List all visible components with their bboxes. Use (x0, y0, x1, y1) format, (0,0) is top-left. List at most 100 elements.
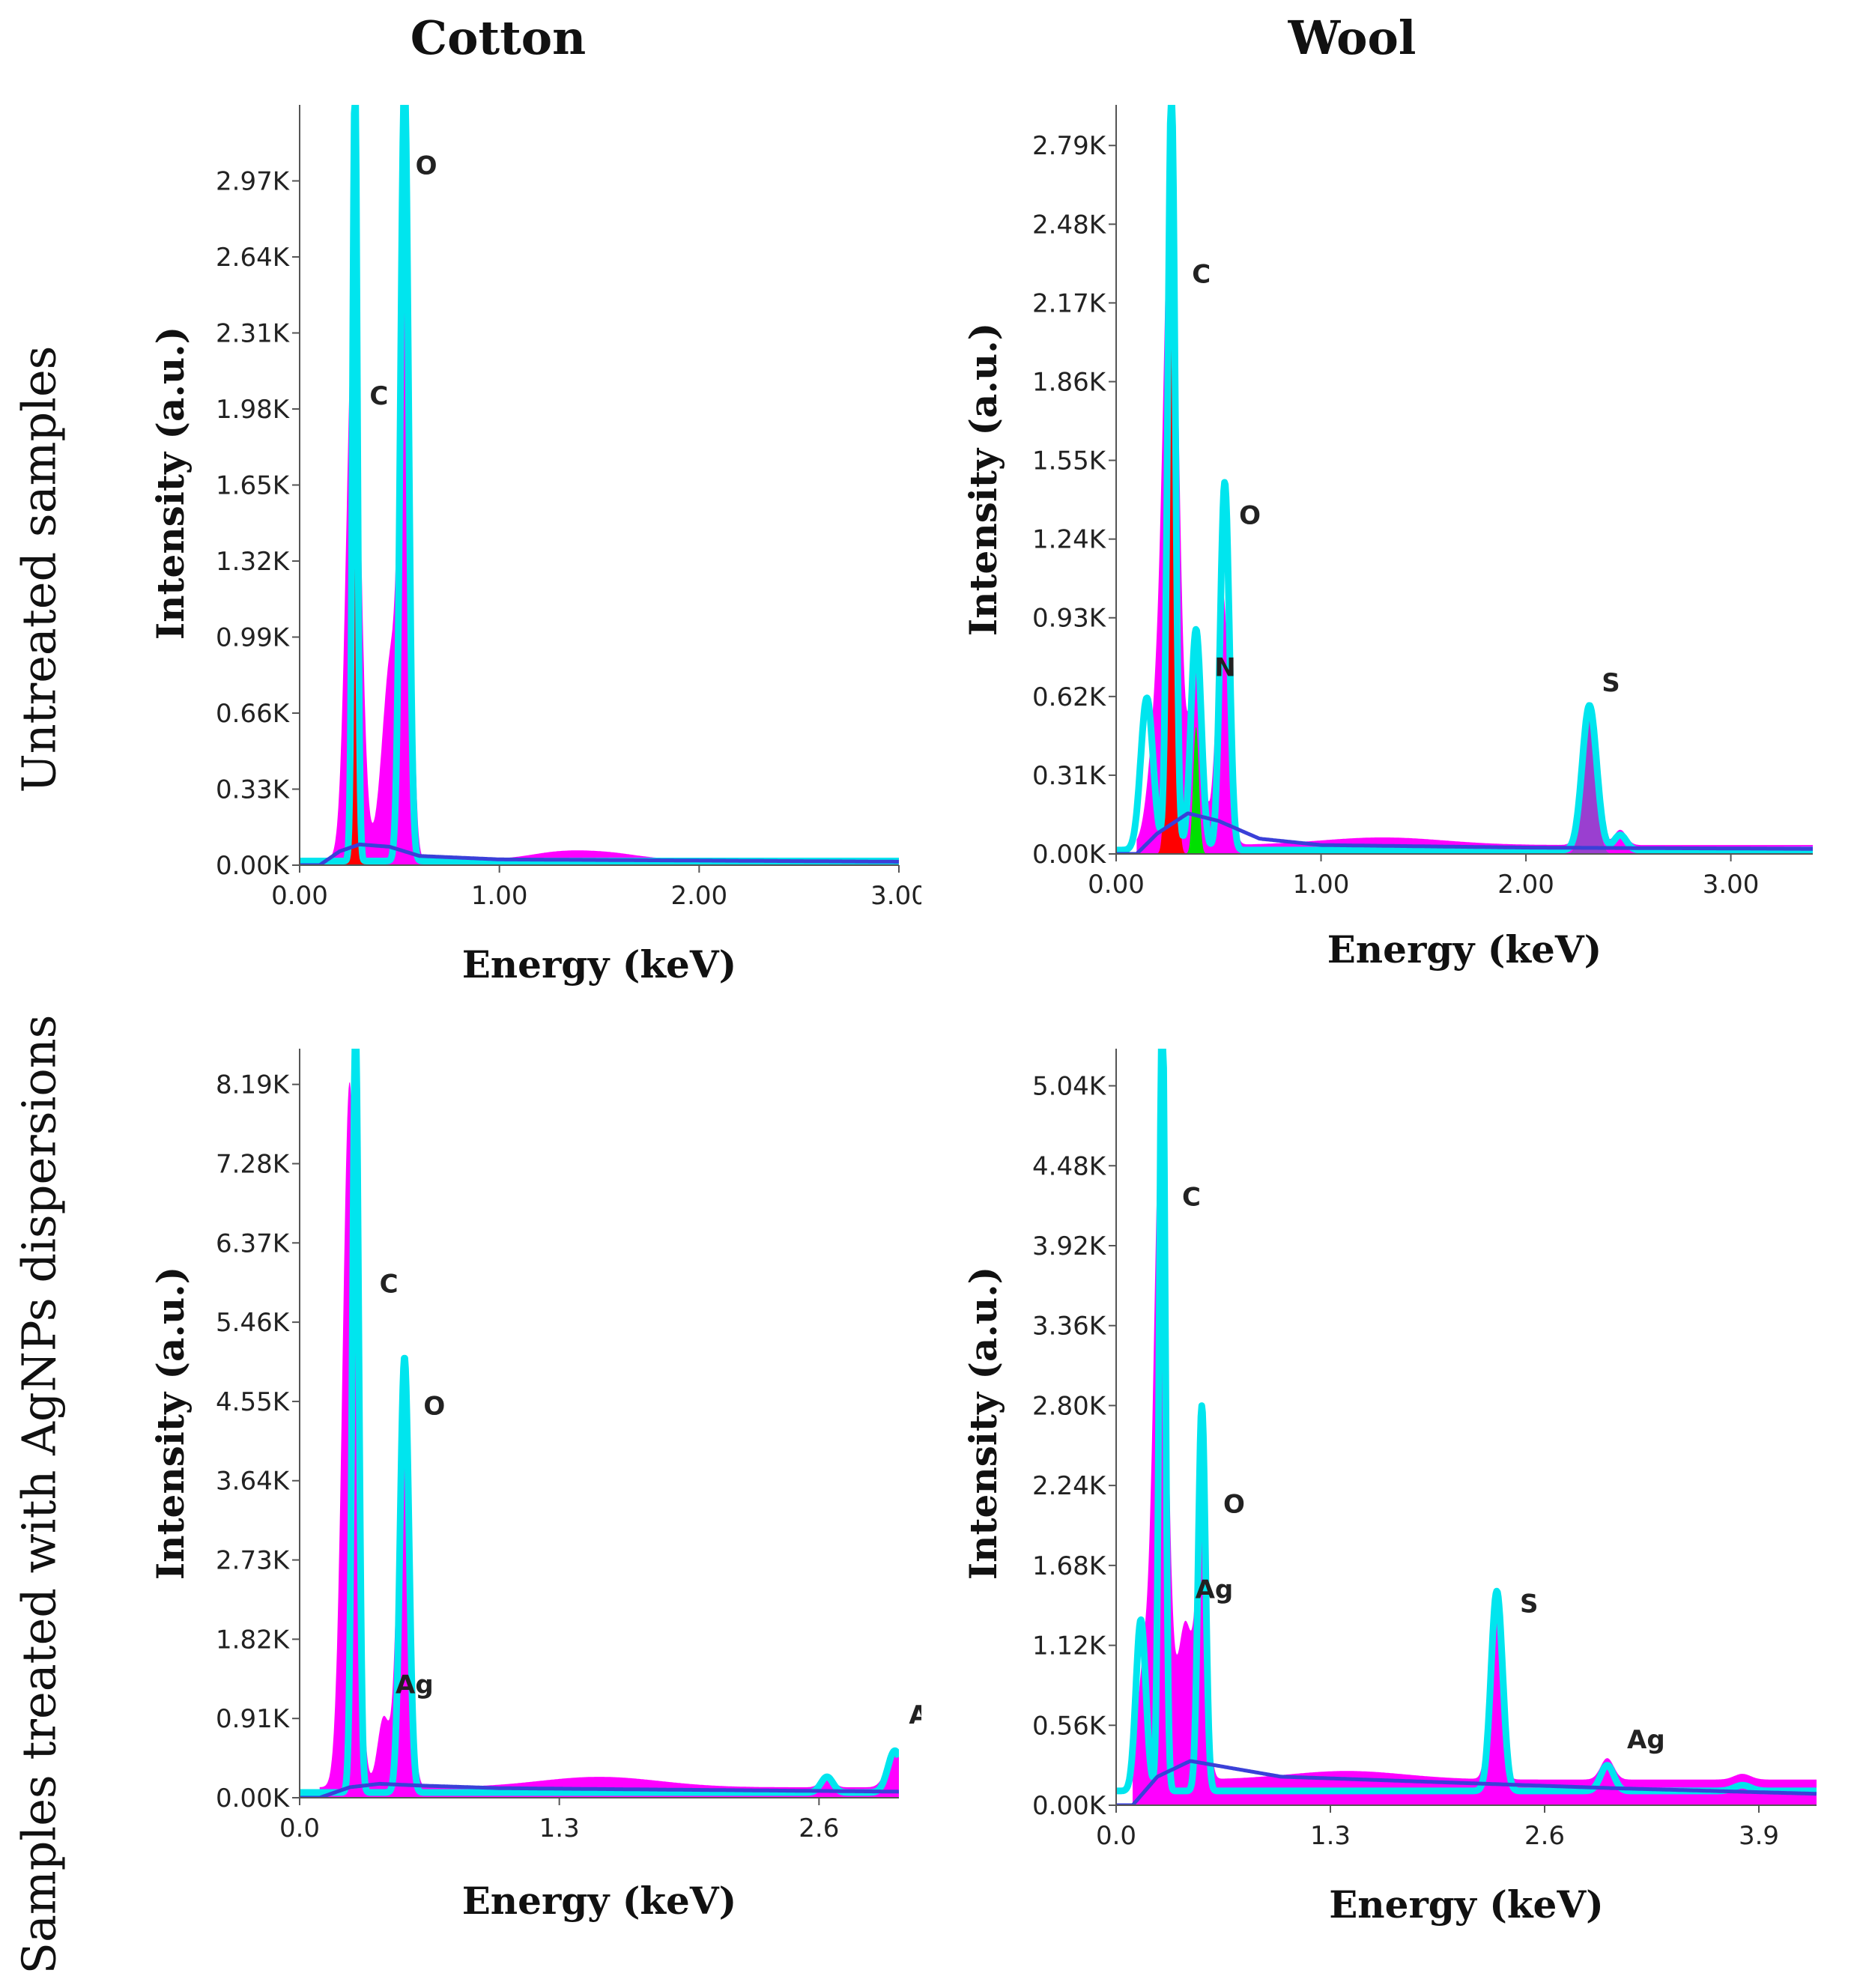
peak-label: Ag (1196, 1575, 1234, 1605)
y-tick-label: 0.00K (1032, 840, 1107, 870)
y-tick-label: 5.46K (216, 1308, 291, 1338)
y-tick-label: 0.31K (1032, 761, 1107, 791)
y-tick-label: 0.91K (216, 1704, 291, 1734)
x-tick-label: 0.00 (1088, 870, 1145, 900)
chart-wool-untreated: 0.00K 0.31K 0.62K 0.93K 1.24K 1.55K 1.86K 2.17K… (961, 105, 1813, 972)
y-tick-label: 4.48K (1032, 1151, 1107, 1181)
peak-label: N (1214, 653, 1235, 683)
series-fit (300, 1049, 899, 1796)
peak-label: C (380, 1270, 399, 1300)
series-spectrum (1136, 130, 1813, 854)
peak-label: O (423, 1391, 445, 1421)
row-title-treated: Samples treated with AgNPs dispersions (11, 1014, 67, 1975)
y-tick-label: 2.64K (216, 243, 291, 273)
series-element-C (336, 335, 373, 865)
y-tick-label: 1.55K (1032, 446, 1107, 476)
x-tick-label: 0.0 (1096, 1821, 1136, 1851)
x-tick-label: 3.9 (1739, 1821, 1779, 1851)
chart-cotton-untreated: 0.00K 0.33K 0.66K 0.99K 1.32K 1.65K 1.98K 2.31K… (148, 105, 921, 987)
x-axis-label: Energy (keV) (1327, 927, 1602, 972)
y-tick-label: 1.65K (216, 471, 291, 501)
series-element-N (1181, 727, 1211, 854)
y-tick-label: 2.97K (216, 167, 291, 197)
y-tick-label: 2.79K (1032, 131, 1107, 161)
y-axis-label: Intensity (a.u.) (148, 327, 193, 640)
x-axis-label: Energy (keV) (462, 942, 737, 987)
peak-label: Ag (909, 1700, 921, 1730)
peak-label: C (369, 381, 388, 411)
series-fit (1116, 1049, 1817, 1795)
x-tick-label: 3.00 (1703, 870, 1760, 900)
series-fit (1116, 105, 1813, 854)
x-tick-label: 3.00 (870, 881, 921, 911)
peak-label: C (1192, 259, 1211, 289)
y-tick-label: 8.19K (216, 1070, 291, 1100)
x-tick-label: 1.3 (539, 1813, 580, 1843)
plot-area (300, 105, 899, 865)
plot-area (1116, 105, 1813, 854)
x-tick-label: 2.6 (799, 1813, 839, 1843)
peak-label: O (416, 151, 437, 181)
peak-label: S (1602, 668, 1620, 698)
x-axis-label: Energy (keV) (462, 1879, 737, 1923)
series-element-C (1153, 168, 1190, 854)
y-tick-label: 2.73K (216, 1546, 291, 1576)
x-tick-label: 1.3 (1310, 1821, 1351, 1851)
y-tick-label: 4.55K (216, 1387, 291, 1417)
peak-label: S (1520, 1590, 1539, 1619)
y-axis-label: Intensity (a.u.) (148, 1267, 193, 1581)
chart-wool-treated: 0.00K 0.56K 1.12K 1.68K 2.24K 2.80K 3.36K 3.92K… (961, 1049, 1817, 1927)
y-tick-label: 1.98K (216, 395, 291, 425)
y-tick-label: 3.64K (216, 1467, 291, 1497)
column-title-wool: Wool (1288, 10, 1417, 65)
x-tick-label: 2.6 (1524, 1821, 1565, 1851)
y-tick-label: 2.24K (1032, 1471, 1107, 1501)
y-tick-label: 2.80K (1032, 1391, 1107, 1421)
plot-area (300, 1049, 899, 1798)
x-tick-label: 0.0 (279, 1813, 320, 1843)
series-background (300, 1781, 899, 1798)
y-tick-label: 0.62K (1032, 682, 1107, 712)
row-title-untreated: Untreated samples (11, 345, 67, 793)
y-tick-label: 6.37K (216, 1228, 291, 1258)
series-spectrum (1133, 1102, 1817, 1805)
peak-label: Ag (396, 1670, 434, 1700)
peak-label: Ag (1627, 1725, 1665, 1755)
y-tick-label: 1.68K (1032, 1551, 1107, 1581)
y-tick-label: 7.28K (216, 1149, 291, 1179)
x-tick-label: 0.00 (271, 881, 328, 911)
y-tick-label: 0.00K (1032, 1791, 1107, 1821)
x-tick-label: 2.00 (1497, 870, 1554, 900)
y-tick-label: 1.12K (1032, 1631, 1107, 1661)
y-tick-label: 0.93K (1032, 604, 1107, 634)
plot-area (1116, 1049, 1817, 1805)
y-tick-label: 0.00K (216, 1784, 291, 1813)
y-tick-label: 3.92K (1032, 1231, 1107, 1261)
y-tick-label: 1.86K (1032, 367, 1107, 397)
y-axis-label: Intensity (a.u.) (961, 1267, 1005, 1581)
y-tick-label: 1.24K (1032, 525, 1107, 555)
series-element-S (1558, 714, 1620, 854)
peak-label: O (1239, 500, 1261, 530)
y-tick-label: 0.66K (216, 699, 291, 729)
peak-label: C (1182, 1183, 1201, 1213)
series-background (300, 842, 899, 865)
y-tick-label: 0.99K (216, 623, 291, 653)
x-tick-label: 1.00 (1293, 870, 1350, 900)
y-tick-label: 1.32K (216, 547, 291, 577)
y-tick-label: 0.56K (1032, 1711, 1107, 1741)
y-tick-label: 0.33K (216, 775, 291, 805)
x-tick-label: 2.00 (670, 881, 727, 911)
x-tick-label: 1.00 (471, 881, 528, 911)
y-tick-label: 2.48K (1032, 210, 1107, 240)
y-tick-label: 5.04K (1032, 1072, 1107, 1102)
series-background (1116, 811, 1813, 854)
y-tick-label: 1.82K (216, 1625, 291, 1655)
y-tick-label: 2.17K (1032, 288, 1107, 318)
y-tick-label: 0.00K (216, 851, 291, 881)
column-title-cotton: Cotton (410, 10, 587, 65)
chart-cotton-treated: 0.00K 0.91K 1.82K 2.73K 3.64K 4.55K 5.46K 6.37K… (148, 1049, 921, 1923)
y-tick-label: 2.31K (216, 319, 291, 349)
series-background (1116, 1759, 1817, 1805)
y-tick-label: 3.36K (1032, 1312, 1107, 1342)
